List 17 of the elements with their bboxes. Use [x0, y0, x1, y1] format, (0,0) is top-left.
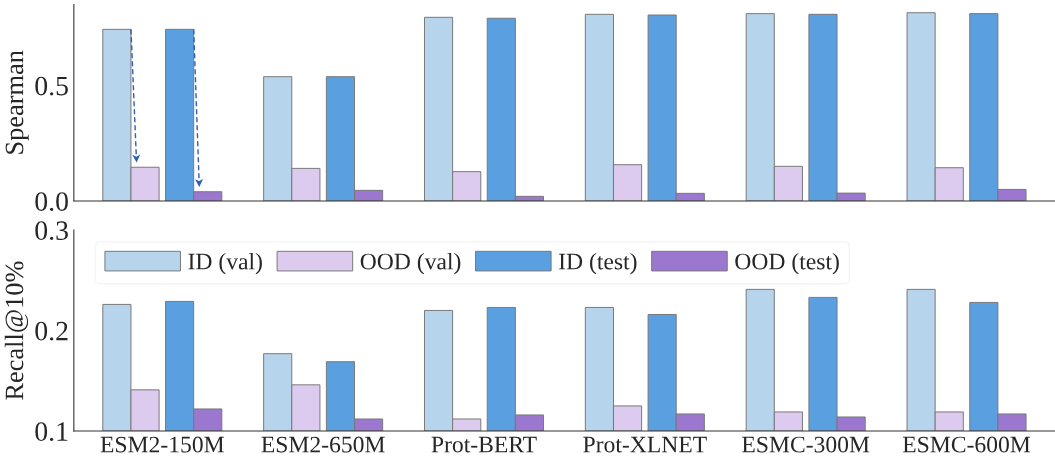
y-axis-title: Recall@10% — [4, 261, 29, 400]
legend-label: OOD (val) — [360, 252, 461, 275]
x-tick-label: ESM2-150M — [100, 436, 224, 453]
y-tick-label: 0.2 — [35, 321, 68, 341]
x-tick-label: ESMC-600M — [902, 436, 1031, 453]
y-tick-label: 0.0 — [35, 192, 68, 211]
y-tick-label: 0.1 — [35, 422, 68, 442]
x-tick-label: Prot-XLNET — [583, 436, 707, 453]
y-tick-label: 0.3 — [35, 221, 68, 241]
x-tick-label: Prot-BERT — [431, 436, 537, 453]
x-tick-label: ESMC-300M — [742, 436, 870, 453]
y-tick-label: 0.5 — [35, 76, 68, 96]
x-tick-label: ESM2-650M — [261, 436, 385, 453]
legend-label: OOD (test) — [735, 252, 839, 275]
legend-label: ID (test) — [559, 252, 637, 275]
legend-label: ID (val) — [188, 252, 262, 275]
y-axis-title: Spearman — [5, 50, 29, 154]
